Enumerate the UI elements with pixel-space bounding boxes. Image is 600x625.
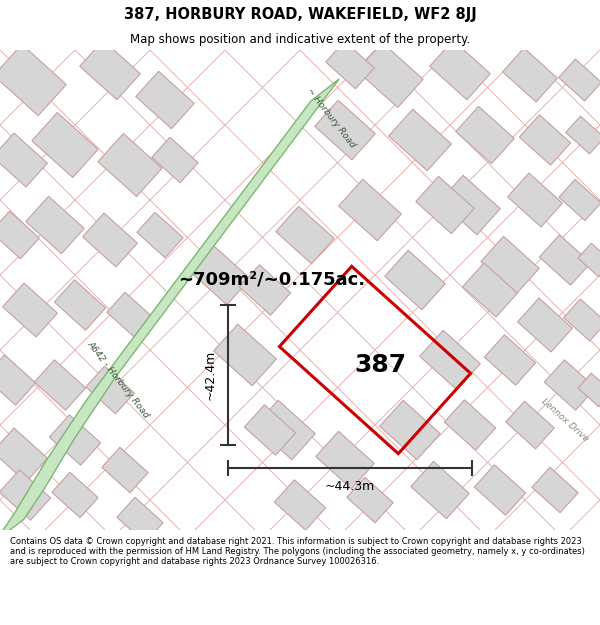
Polygon shape xyxy=(315,100,375,160)
Polygon shape xyxy=(80,40,140,100)
Text: 387: 387 xyxy=(354,353,406,377)
Polygon shape xyxy=(506,401,554,449)
Polygon shape xyxy=(0,355,35,405)
Polygon shape xyxy=(518,298,572,352)
Polygon shape xyxy=(347,478,393,522)
Text: ~709m²/~0.175ac.: ~709m²/~0.175ac. xyxy=(178,271,365,289)
Polygon shape xyxy=(445,400,496,450)
Polygon shape xyxy=(0,133,47,187)
Polygon shape xyxy=(34,360,86,410)
Polygon shape xyxy=(481,236,539,294)
Polygon shape xyxy=(49,415,101,465)
Polygon shape xyxy=(338,179,401,241)
Polygon shape xyxy=(316,431,374,489)
Polygon shape xyxy=(520,115,571,165)
Polygon shape xyxy=(136,71,194,129)
Polygon shape xyxy=(357,42,423,107)
Polygon shape xyxy=(276,206,334,264)
Text: ~44.3m: ~44.3m xyxy=(325,479,375,492)
Polygon shape xyxy=(578,243,600,277)
Polygon shape xyxy=(2,283,58,337)
Polygon shape xyxy=(26,196,84,254)
Text: Map shows position and indicative extent of the property.: Map shows position and indicative extent… xyxy=(130,32,470,46)
Polygon shape xyxy=(559,59,600,101)
Text: Contains OS data © Crown copyright and database right 2021. This information is : Contains OS data © Crown copyright and d… xyxy=(10,537,584,566)
Polygon shape xyxy=(380,400,440,460)
Polygon shape xyxy=(385,250,445,310)
Polygon shape xyxy=(484,335,536,385)
Polygon shape xyxy=(0,428,47,482)
Polygon shape xyxy=(239,265,290,315)
Polygon shape xyxy=(0,211,39,259)
Polygon shape xyxy=(32,112,98,178)
Polygon shape xyxy=(255,400,315,460)
Polygon shape xyxy=(102,448,148,493)
Polygon shape xyxy=(83,213,137,267)
Text: 387, HORBURY ROAD, WAKEFIELD, WF2 8JJ: 387, HORBURY ROAD, WAKEFIELD, WF2 8JJ xyxy=(124,6,476,21)
Text: ~ Horbury Road: ~ Horbury Road xyxy=(305,86,357,149)
Polygon shape xyxy=(559,179,600,221)
Polygon shape xyxy=(563,299,600,341)
Polygon shape xyxy=(52,472,98,518)
Polygon shape xyxy=(152,138,198,182)
Polygon shape xyxy=(411,461,469,519)
Polygon shape xyxy=(420,330,480,390)
Polygon shape xyxy=(55,280,106,330)
Text: ~42.4m: ~42.4m xyxy=(203,350,217,400)
Polygon shape xyxy=(0,470,50,520)
Polygon shape xyxy=(326,41,374,89)
Polygon shape xyxy=(214,324,277,386)
Polygon shape xyxy=(0,44,67,116)
Polygon shape xyxy=(190,245,250,305)
Polygon shape xyxy=(475,465,526,515)
Polygon shape xyxy=(107,292,153,338)
Polygon shape xyxy=(98,134,162,196)
Polygon shape xyxy=(440,175,500,235)
Polygon shape xyxy=(463,263,517,317)
Polygon shape xyxy=(532,468,578,512)
Polygon shape xyxy=(508,173,562,227)
Polygon shape xyxy=(117,498,163,542)
Polygon shape xyxy=(86,366,134,414)
Text: A642 - Horbury Road: A642 - Horbury Road xyxy=(85,340,151,420)
Polygon shape xyxy=(0,79,339,541)
Polygon shape xyxy=(430,40,490,100)
Polygon shape xyxy=(539,235,590,285)
Polygon shape xyxy=(503,48,557,102)
Polygon shape xyxy=(578,373,600,407)
Polygon shape xyxy=(137,213,183,258)
Polygon shape xyxy=(389,109,451,171)
Polygon shape xyxy=(566,116,600,154)
Polygon shape xyxy=(544,360,596,410)
Polygon shape xyxy=(416,176,474,234)
Polygon shape xyxy=(244,405,296,455)
Polygon shape xyxy=(274,480,326,530)
Polygon shape xyxy=(456,106,514,164)
Text: Lennox Drive: Lennox Drive xyxy=(540,397,590,443)
